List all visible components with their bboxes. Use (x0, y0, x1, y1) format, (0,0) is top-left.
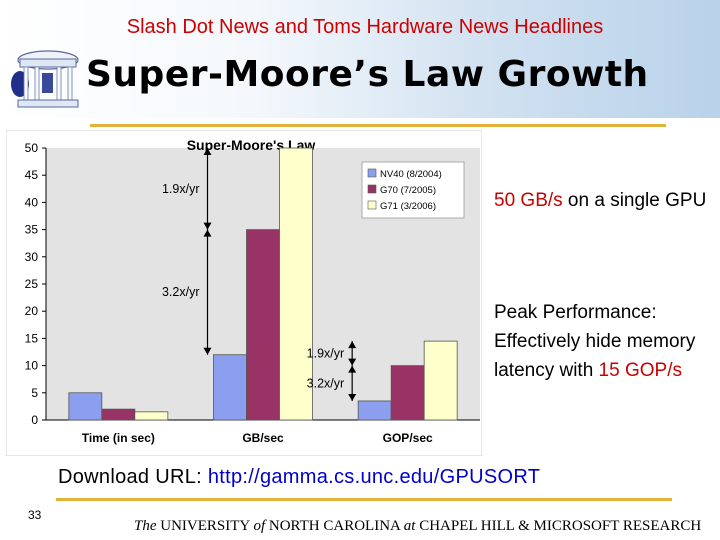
y-tick-label: 35 (25, 223, 39, 237)
bar-nv40 (68, 392, 103, 421)
y-tick-label: 20 (25, 304, 39, 318)
bar-g71 (423, 340, 458, 421)
legend-label: G70 (7/2005) (380, 185, 436, 196)
footer-text: at (403, 518, 416, 534)
y-tick-label: 25 (25, 277, 39, 291)
bar-g70 (390, 365, 425, 421)
arrow-head (348, 393, 357, 401)
download-label: Download URL: (58, 466, 208, 488)
bar-g71 (279, 147, 313, 421)
arrow-head (203, 347, 212, 355)
legend-label: NV40 (8/2004) (380, 169, 442, 180)
y-tick-label: 15 (25, 331, 39, 345)
bar-g71 (134, 411, 169, 421)
footer-text: The (134, 518, 157, 534)
footer-affiliation: The UNIVERSITY of NORTH CAROLINA at CHAP… (134, 518, 701, 535)
y-tick-label: 10 (25, 359, 39, 373)
footer-text: CHAPEL HILL & MICROSOFT RESEARCH (415, 518, 702, 534)
y-tick-label: 5 (31, 386, 38, 400)
legend-box (361, 161, 465, 219)
footer-divider (56, 498, 672, 501)
title-divider (90, 124, 666, 127)
legend-label: G71 (3/2006) (380, 201, 436, 212)
growth-label: 1.9x/yr (307, 346, 345, 360)
growth-label: 1.9x/yr (162, 182, 200, 196)
page-number: 33 (28, 508, 42, 522)
footer-text: UNIVERSITY (156, 518, 254, 534)
bar-nv40 (213, 354, 247, 421)
download-link[interactable]: http://gamma.cs.unc.edu/GPUSORT (207, 466, 541, 488)
legend-swatch (367, 168, 377, 178)
bar-g70 (246, 229, 280, 421)
growth-label: 3.2x/yr (307, 376, 345, 390)
bullet-peak-performance: Peak Performance: Effectively hide memor… (494, 298, 718, 385)
y-tick-label: 40 (25, 195, 39, 209)
bullet-highlight: 15 GOP/s (598, 360, 682, 381)
y-tick-label: 0 (31, 413, 38, 427)
footer-text: of (253, 518, 266, 534)
bullet-text: Peak Performance: Effectively hide memor… (494, 302, 696, 381)
arrow-head (203, 229, 212, 237)
arrow-head (348, 365, 357, 373)
arrow-head (203, 148, 212, 155)
slide-title: Super-Moore’s Law Growth (86, 54, 649, 95)
x-tick-label: Time (in sec) (82, 431, 155, 445)
x-tick-label: GOP/sec (383, 431, 433, 445)
legend-swatch (367, 200, 377, 210)
y-tick-label: 50 (25, 141, 39, 155)
growth-label: 3.2x/yr (162, 285, 200, 299)
footer-text: NORTH CAROLINA (265, 518, 404, 534)
bullet-text: on a single GPU (562, 190, 707, 211)
y-tick-label: 30 (25, 250, 39, 264)
arrow-head (348, 341, 357, 349)
download-line: Download URL: http://gamma.cs.unc.edu/GP… (58, 466, 540, 489)
y-tick-label: 45 (25, 168, 39, 182)
bullet-bandwidth: 50 GB/s on a single GPU (494, 186, 718, 215)
arrow-head (348, 358, 357, 366)
old-well-logo-icon (11, 50, 79, 108)
bar-nv40 (357, 400, 392, 421)
legend-swatch (367, 184, 377, 194)
bar-g70 (101, 408, 136, 421)
headline: Slash Dot News and Toms Hardware News He… (126, 16, 604, 38)
bullet-highlight: 50 GB/s (494, 190, 563, 211)
super-moore-chart: Super-Moore's Law 0 5 10 15 20 25 30 35 40 45 50 Tim… (6, 130, 482, 456)
x-tick-label: GB/sec (242, 431, 284, 445)
header-band (0, 0, 720, 118)
arrow-head (203, 222, 212, 230)
